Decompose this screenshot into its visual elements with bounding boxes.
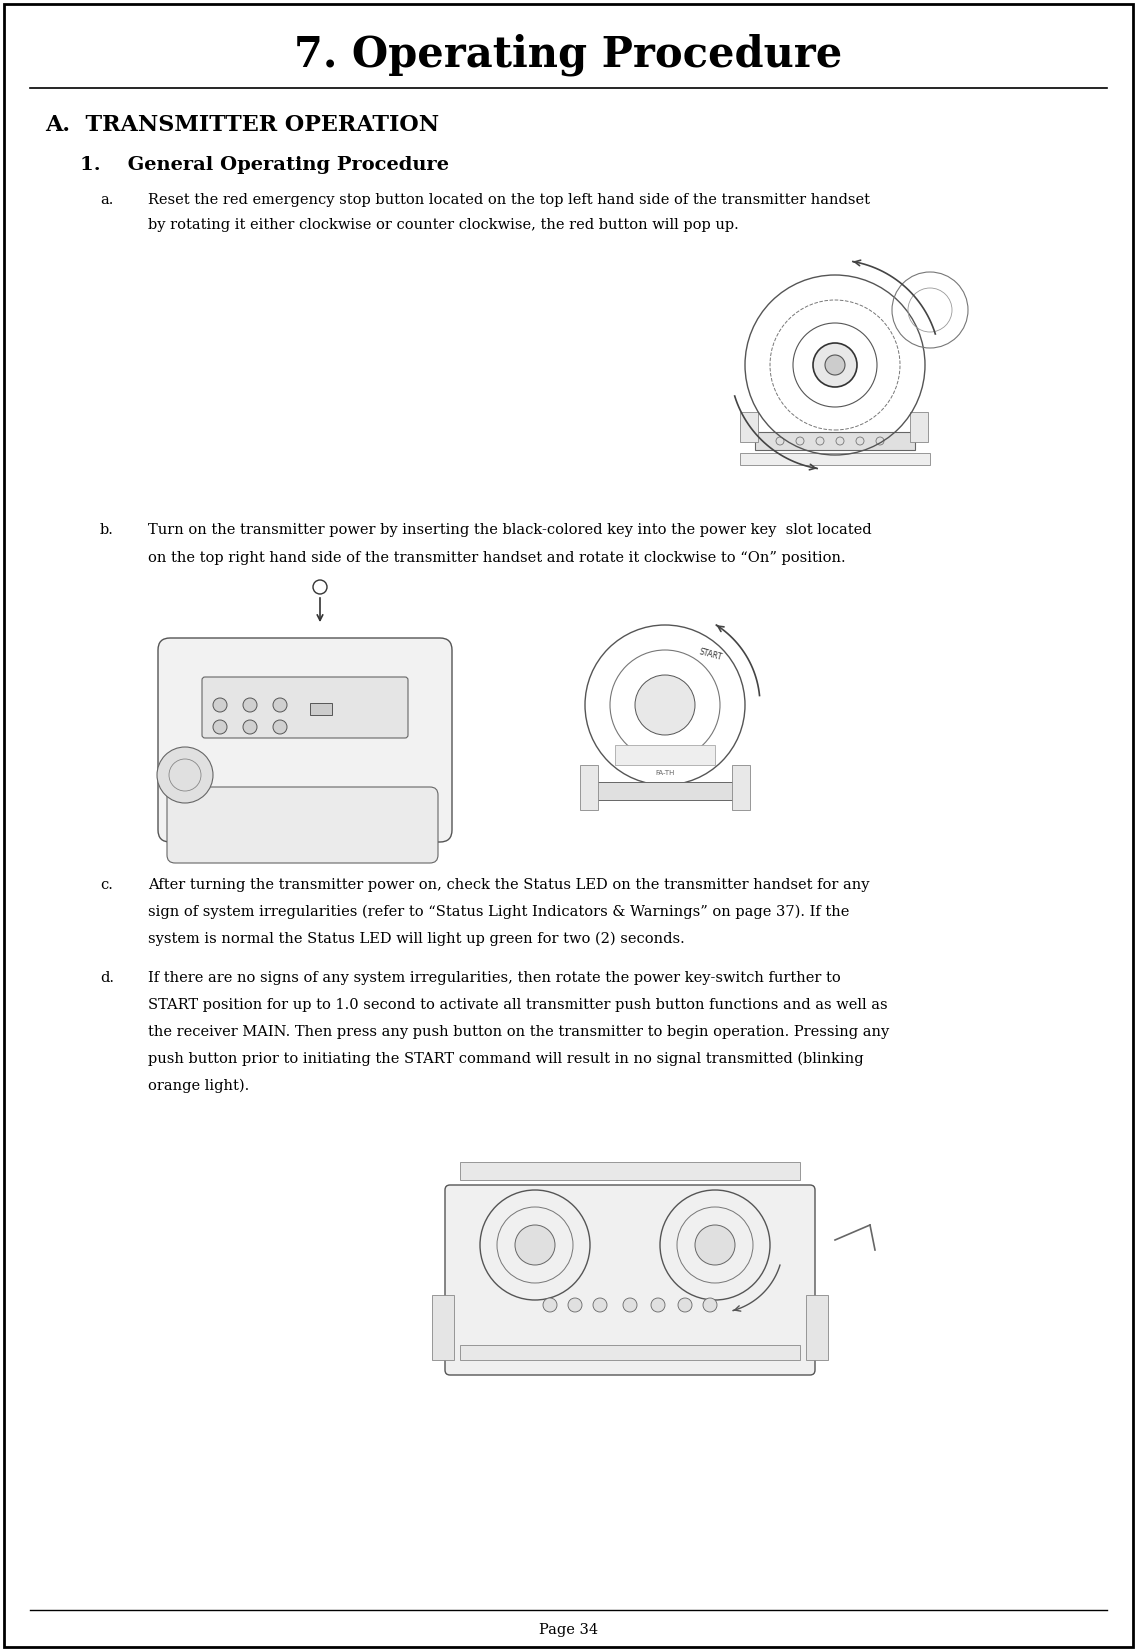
Bar <box>590 783 740 801</box>
Text: Turn on the transmitter power by inserting the black-colored key into the power : Turn on the transmitter power by inserti… <box>148 523 872 537</box>
Text: sign of system irregularities (refer to “Status Light Indicators & Warnings” on : sign of system irregularities (refer to … <box>148 905 849 920</box>
Text: by rotating it either clockwise or counter clockwise, the red button will pop up: by rotating it either clockwise or count… <box>148 218 739 233</box>
Bar <box>310 703 332 715</box>
Text: orange light).: orange light). <box>148 1078 249 1093</box>
Text: START position for up to 1.0 second to activate all transmitter push button func: START position for up to 1.0 second to a… <box>148 997 888 1012</box>
Text: Reset the red emergency stop button located on the top left hand side of the tra: Reset the red emergency stop button loca… <box>148 193 870 206</box>
Text: d.: d. <box>100 971 114 986</box>
Text: a.: a. <box>100 193 114 206</box>
Text: 1.    General Operating Procedure: 1. General Operating Procedure <box>80 155 449 173</box>
Text: FA-TH: FA-TH <box>655 769 674 776</box>
Bar <box>732 764 750 811</box>
Circle shape <box>703 1298 717 1313</box>
Circle shape <box>273 698 287 712</box>
Text: on the top right hand side of the transmitter handset and rotate it clockwise to: on the top right hand side of the transm… <box>148 551 846 565</box>
Circle shape <box>623 1298 637 1313</box>
Text: system is normal the Status LED will light up green for two (2) seconds.: system is normal the Status LED will lig… <box>148 931 684 946</box>
Text: If there are no signs of any system irregularities, then rotate the power key-sw: If there are no signs of any system irre… <box>148 971 840 986</box>
Circle shape <box>634 675 695 735</box>
Text: the receiver MAIN. Then press any push button on the transmitter to begin operat: the receiver MAIN. Then press any push b… <box>148 1025 889 1038</box>
Text: After turning the transmitter power on, check the Status LED on the transmitter : After turning the transmitter power on, … <box>148 878 870 892</box>
Bar <box>755 433 915 451</box>
Circle shape <box>825 355 845 375</box>
Circle shape <box>157 746 213 802</box>
Circle shape <box>213 698 227 712</box>
Circle shape <box>543 1298 557 1313</box>
Circle shape <box>695 1225 735 1265</box>
Text: 7. Operating Procedure: 7. Operating Procedure <box>294 33 843 76</box>
Circle shape <box>515 1225 555 1265</box>
Bar <box>740 452 930 466</box>
Text: A.  TRANSMITTER OPERATION: A. TRANSMITTER OPERATION <box>45 114 439 135</box>
Text: b.: b. <box>100 523 114 537</box>
Circle shape <box>243 720 257 735</box>
FancyBboxPatch shape <box>445 1185 815 1375</box>
Circle shape <box>273 720 287 735</box>
Bar <box>806 1294 828 1360</box>
Bar <box>615 745 715 764</box>
FancyBboxPatch shape <box>158 637 453 842</box>
Circle shape <box>213 720 227 735</box>
Text: START: START <box>697 647 722 662</box>
Text: Page 34: Page 34 <box>539 1623 598 1638</box>
Bar <box>460 1162 800 1180</box>
Circle shape <box>243 698 257 712</box>
FancyBboxPatch shape <box>167 788 438 863</box>
Bar <box>432 1294 454 1360</box>
Circle shape <box>813 343 857 386</box>
Bar <box>460 1346 800 1360</box>
Text: c.: c. <box>100 878 113 892</box>
Circle shape <box>652 1298 665 1313</box>
Bar <box>580 764 598 811</box>
Circle shape <box>568 1298 582 1313</box>
Text: push button prior to initiating the START command will result in no signal trans: push button prior to initiating the STAR… <box>148 1052 864 1067</box>
Bar <box>740 413 758 442</box>
Bar <box>910 413 928 442</box>
Circle shape <box>678 1298 692 1313</box>
FancyBboxPatch shape <box>202 677 408 738</box>
Circle shape <box>594 1298 607 1313</box>
